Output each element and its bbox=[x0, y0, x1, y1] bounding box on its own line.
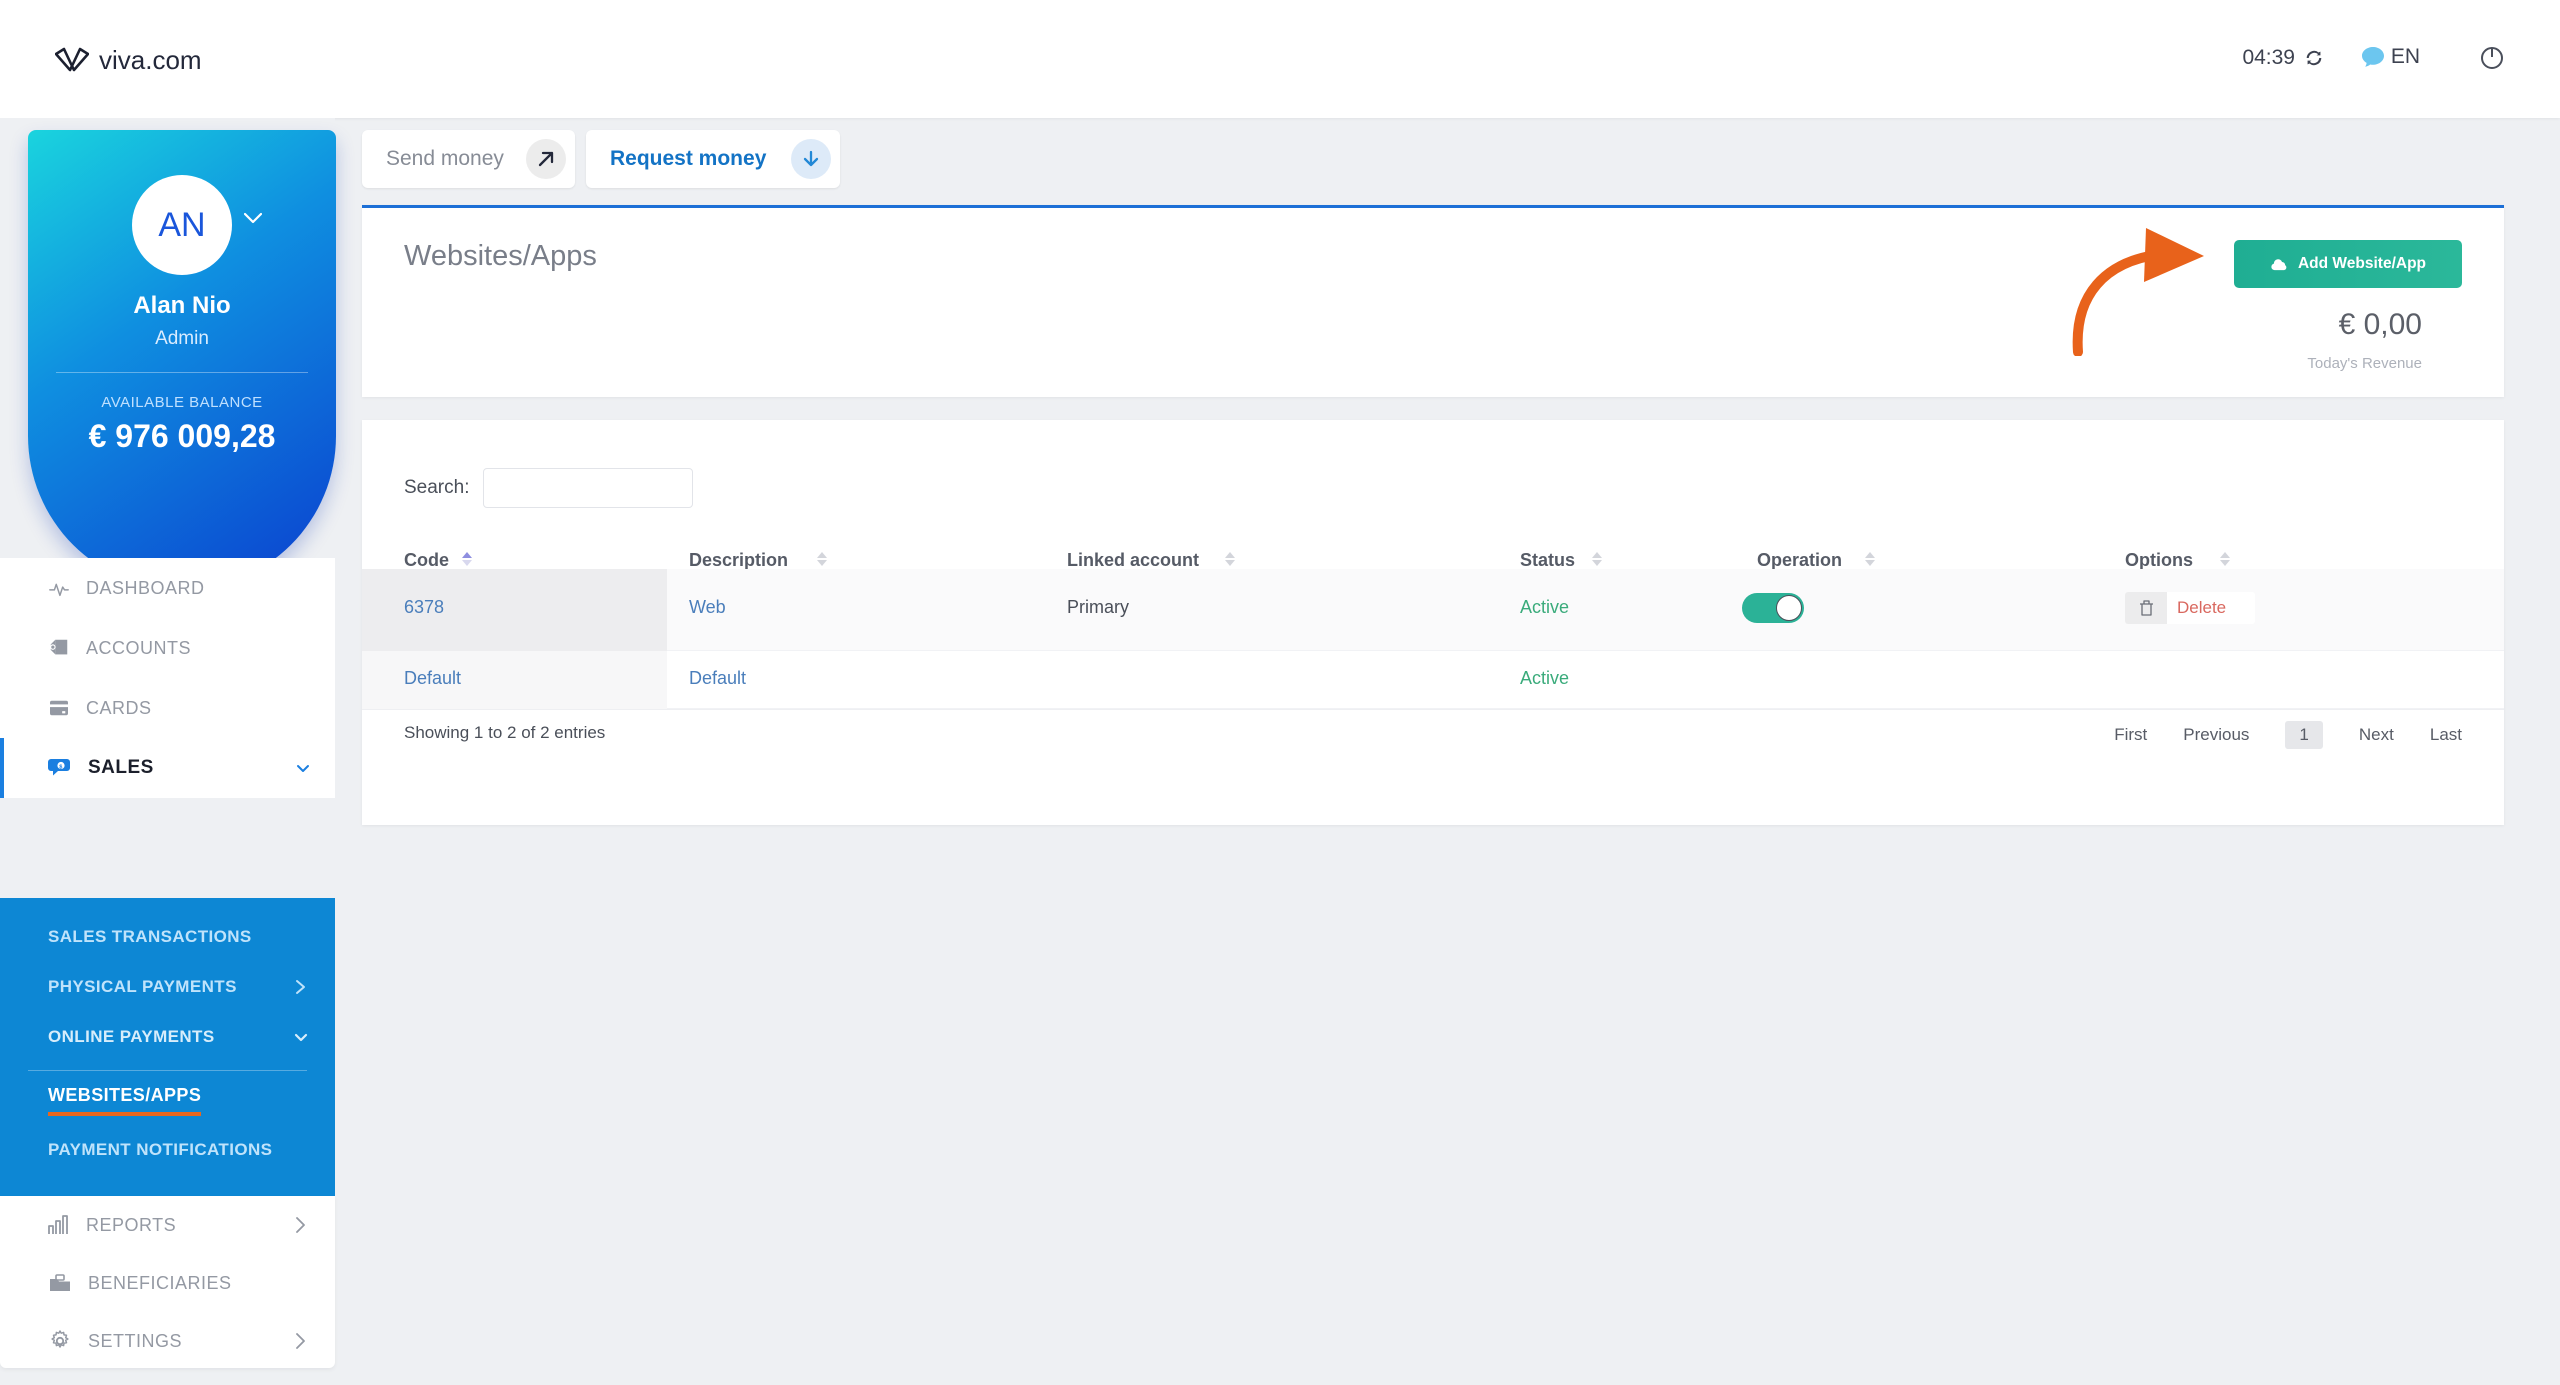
svg-text:$: $ bbox=[59, 764, 63, 770]
